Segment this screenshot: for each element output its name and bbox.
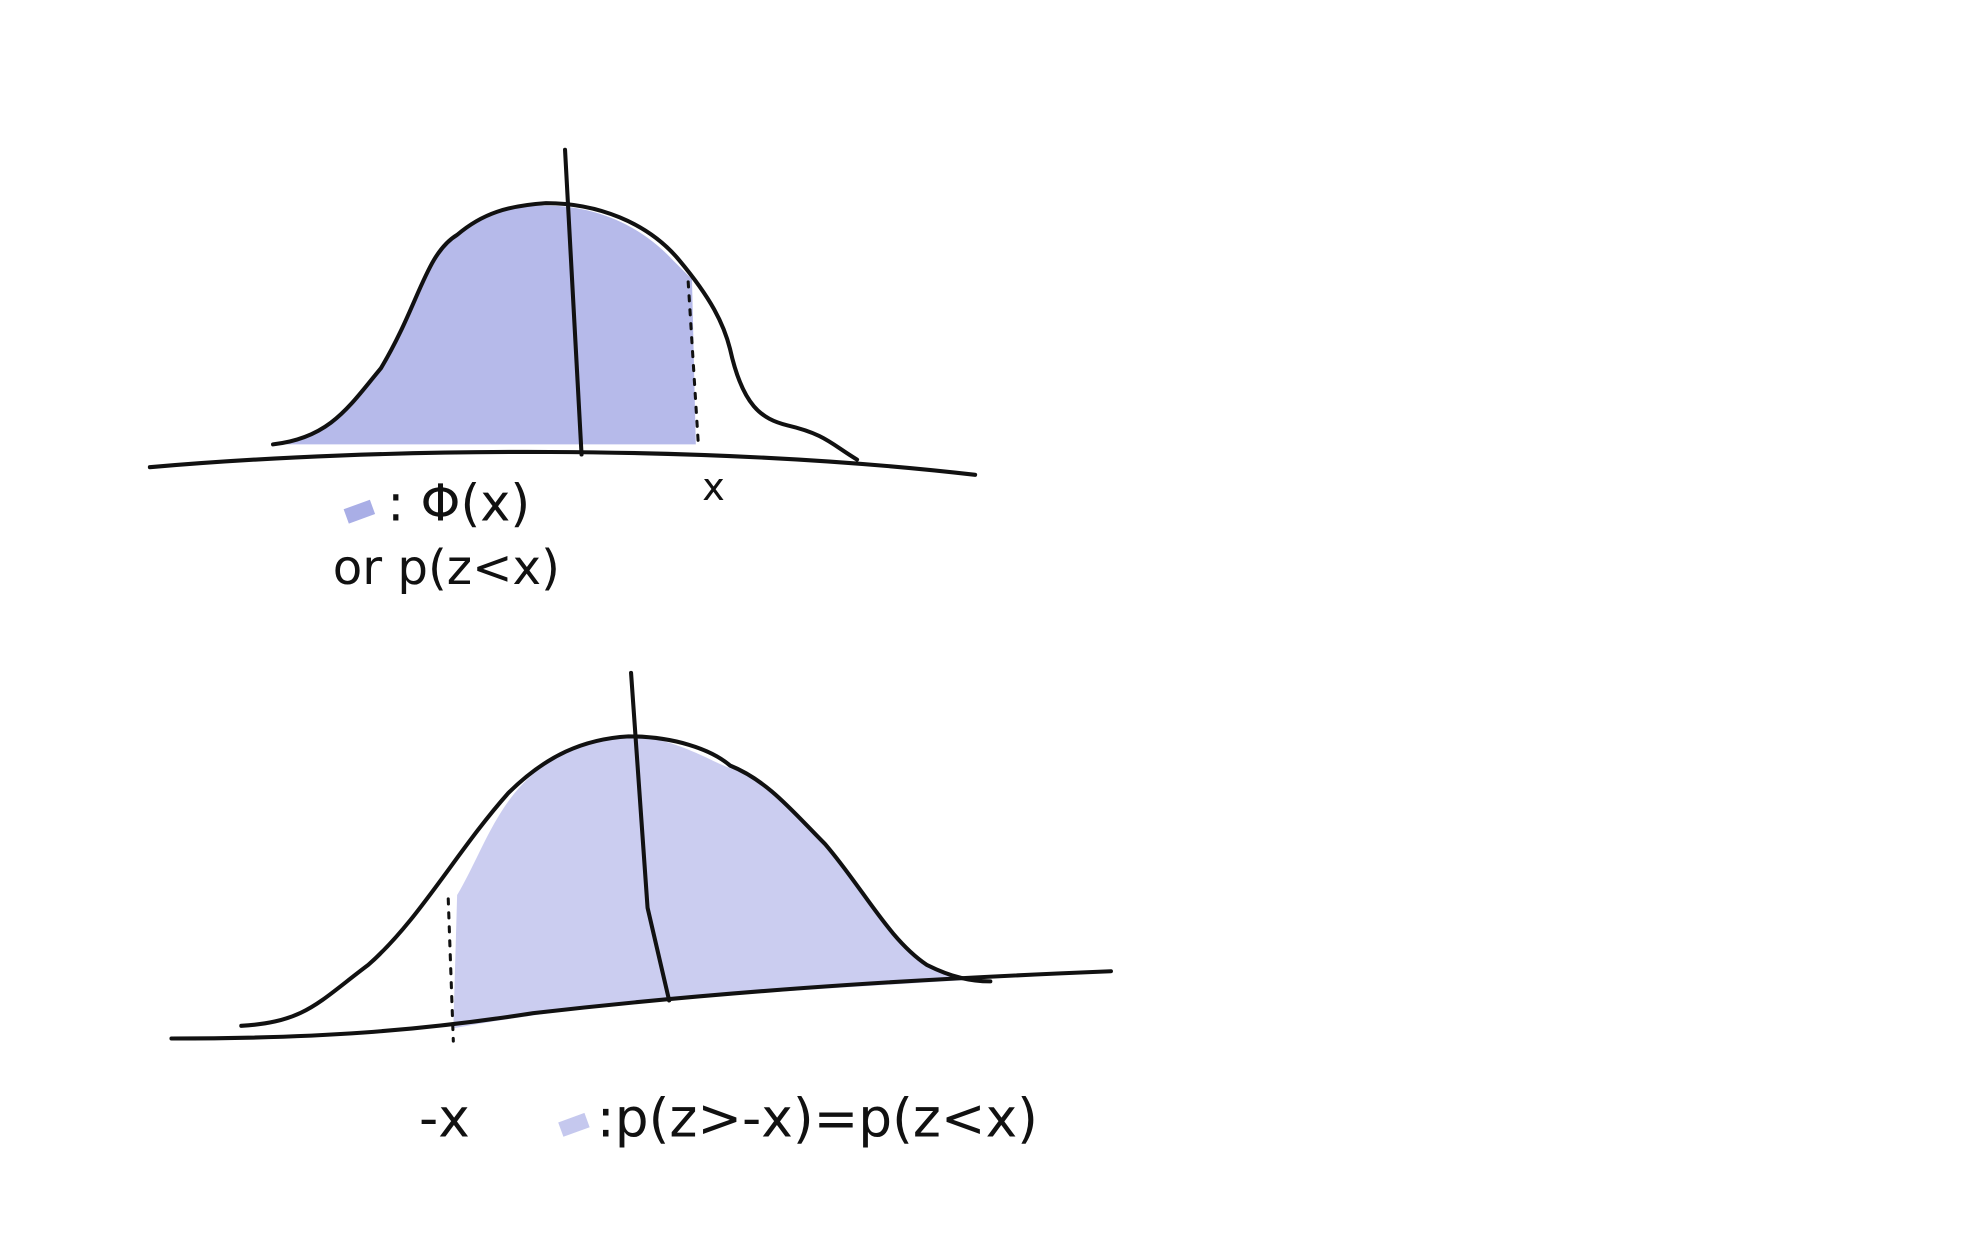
mean-axis (563, 147, 584, 457)
baseline (169, 969, 1113, 1041)
baseline (147, 449, 978, 477)
alt-text: or p(z<x) (333, 540, 560, 596)
x-marker (686, 280, 700, 446)
shaded-area (285, 205, 696, 445)
bell-curve (239, 734, 993, 1028)
legend-text: :p(z>-x)=p(z<x) (597, 1087, 1038, 1149)
legend-swatch (343, 499, 376, 524)
mean-axis (629, 670, 672, 1003)
minus-x-label: -x (419, 1087, 470, 1149)
legend-swatch (558, 1112, 590, 1137)
minus-x-marker (446, 897, 455, 1043)
shaded-area (453, 736, 965, 1029)
x-label: x (702, 465, 725, 509)
legend-text: : Φ(x) (387, 474, 530, 533)
bell-curve (271, 201, 860, 462)
